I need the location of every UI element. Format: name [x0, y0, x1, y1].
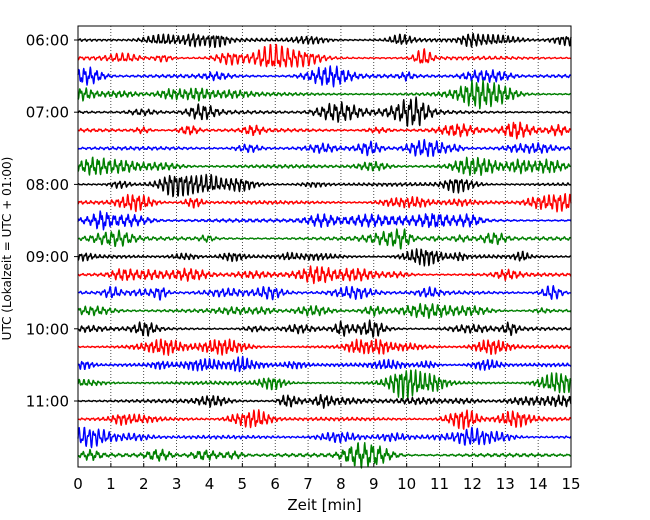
x-tick-label: 1 [106, 475, 116, 493]
x-tick-label: 8 [336, 475, 346, 493]
x-tick-label: 5 [238, 475, 248, 493]
trace-line [77, 338, 572, 356]
trace-line [77, 138, 572, 158]
trace-line [77, 96, 572, 127]
x-tick-label: 4 [205, 475, 215, 493]
seismic-traces [77, 32, 572, 469]
y-tick-label: 11:00 [26, 393, 69, 411]
trace-line [77, 156, 572, 177]
y-axis-ticks: 06:00 07:00 08:00 09:00 10:00 11:00 [26, 32, 78, 411]
trace-line [77, 393, 572, 409]
trace-line [77, 265, 572, 285]
x-tick-label: 9 [369, 475, 379, 493]
y-tick-label: 08:00 [26, 176, 69, 194]
x-tick-label: 13 [496, 475, 515, 493]
x-tick-label: 11 [430, 475, 449, 493]
y-tick-label: 09:00 [26, 248, 69, 266]
trace-line [77, 319, 572, 338]
y-tick-label: 07:00 [26, 104, 69, 122]
x-tick-label: 3 [172, 475, 182, 493]
x-axis-label: Zeit [min] [287, 496, 361, 514]
trace-line [77, 210, 572, 231]
x-tick-label: 14 [529, 475, 548, 493]
trace-line [77, 355, 572, 373]
x-tick-label: 2 [139, 475, 149, 493]
trace-line [77, 193, 572, 213]
trace-line [77, 173, 572, 198]
trace-line [77, 442, 572, 469]
x-tick-label: 7 [303, 475, 313, 493]
y-axis-label: UTC (Lokalzeit = UTC + 01:00) [0, 157, 14, 341]
trace-line [77, 65, 572, 88]
x-tick-label: 10 [397, 475, 416, 493]
trace-line [77, 79, 572, 110]
x-tick-label: 12 [463, 475, 482, 493]
x-tick-label: 6 [270, 475, 280, 493]
x-axis-ticks: 0 1 2 3 4 5 6 7 8 9 10 11 12 13 14 15 [73, 463, 581, 493]
y-tick-label: 10:00 [26, 320, 69, 338]
trace-line [77, 285, 572, 301]
trace-line [77, 121, 572, 140]
trace-line [77, 248, 572, 267]
x-tick-label: 15 [561, 475, 580, 493]
plot-frame [77, 25, 572, 468]
trace-line [77, 228, 572, 250]
x-tick-label: 0 [73, 475, 83, 493]
trace-line [77, 409, 572, 430]
trace-line [77, 369, 572, 400]
plot-background [78, 26, 571, 467]
trace-line [77, 426, 572, 449]
trace-line [77, 43, 572, 68]
trace-line [77, 32, 572, 49]
y-tick-label: 06:00 [26, 32, 69, 50]
trace-line [77, 302, 572, 319]
